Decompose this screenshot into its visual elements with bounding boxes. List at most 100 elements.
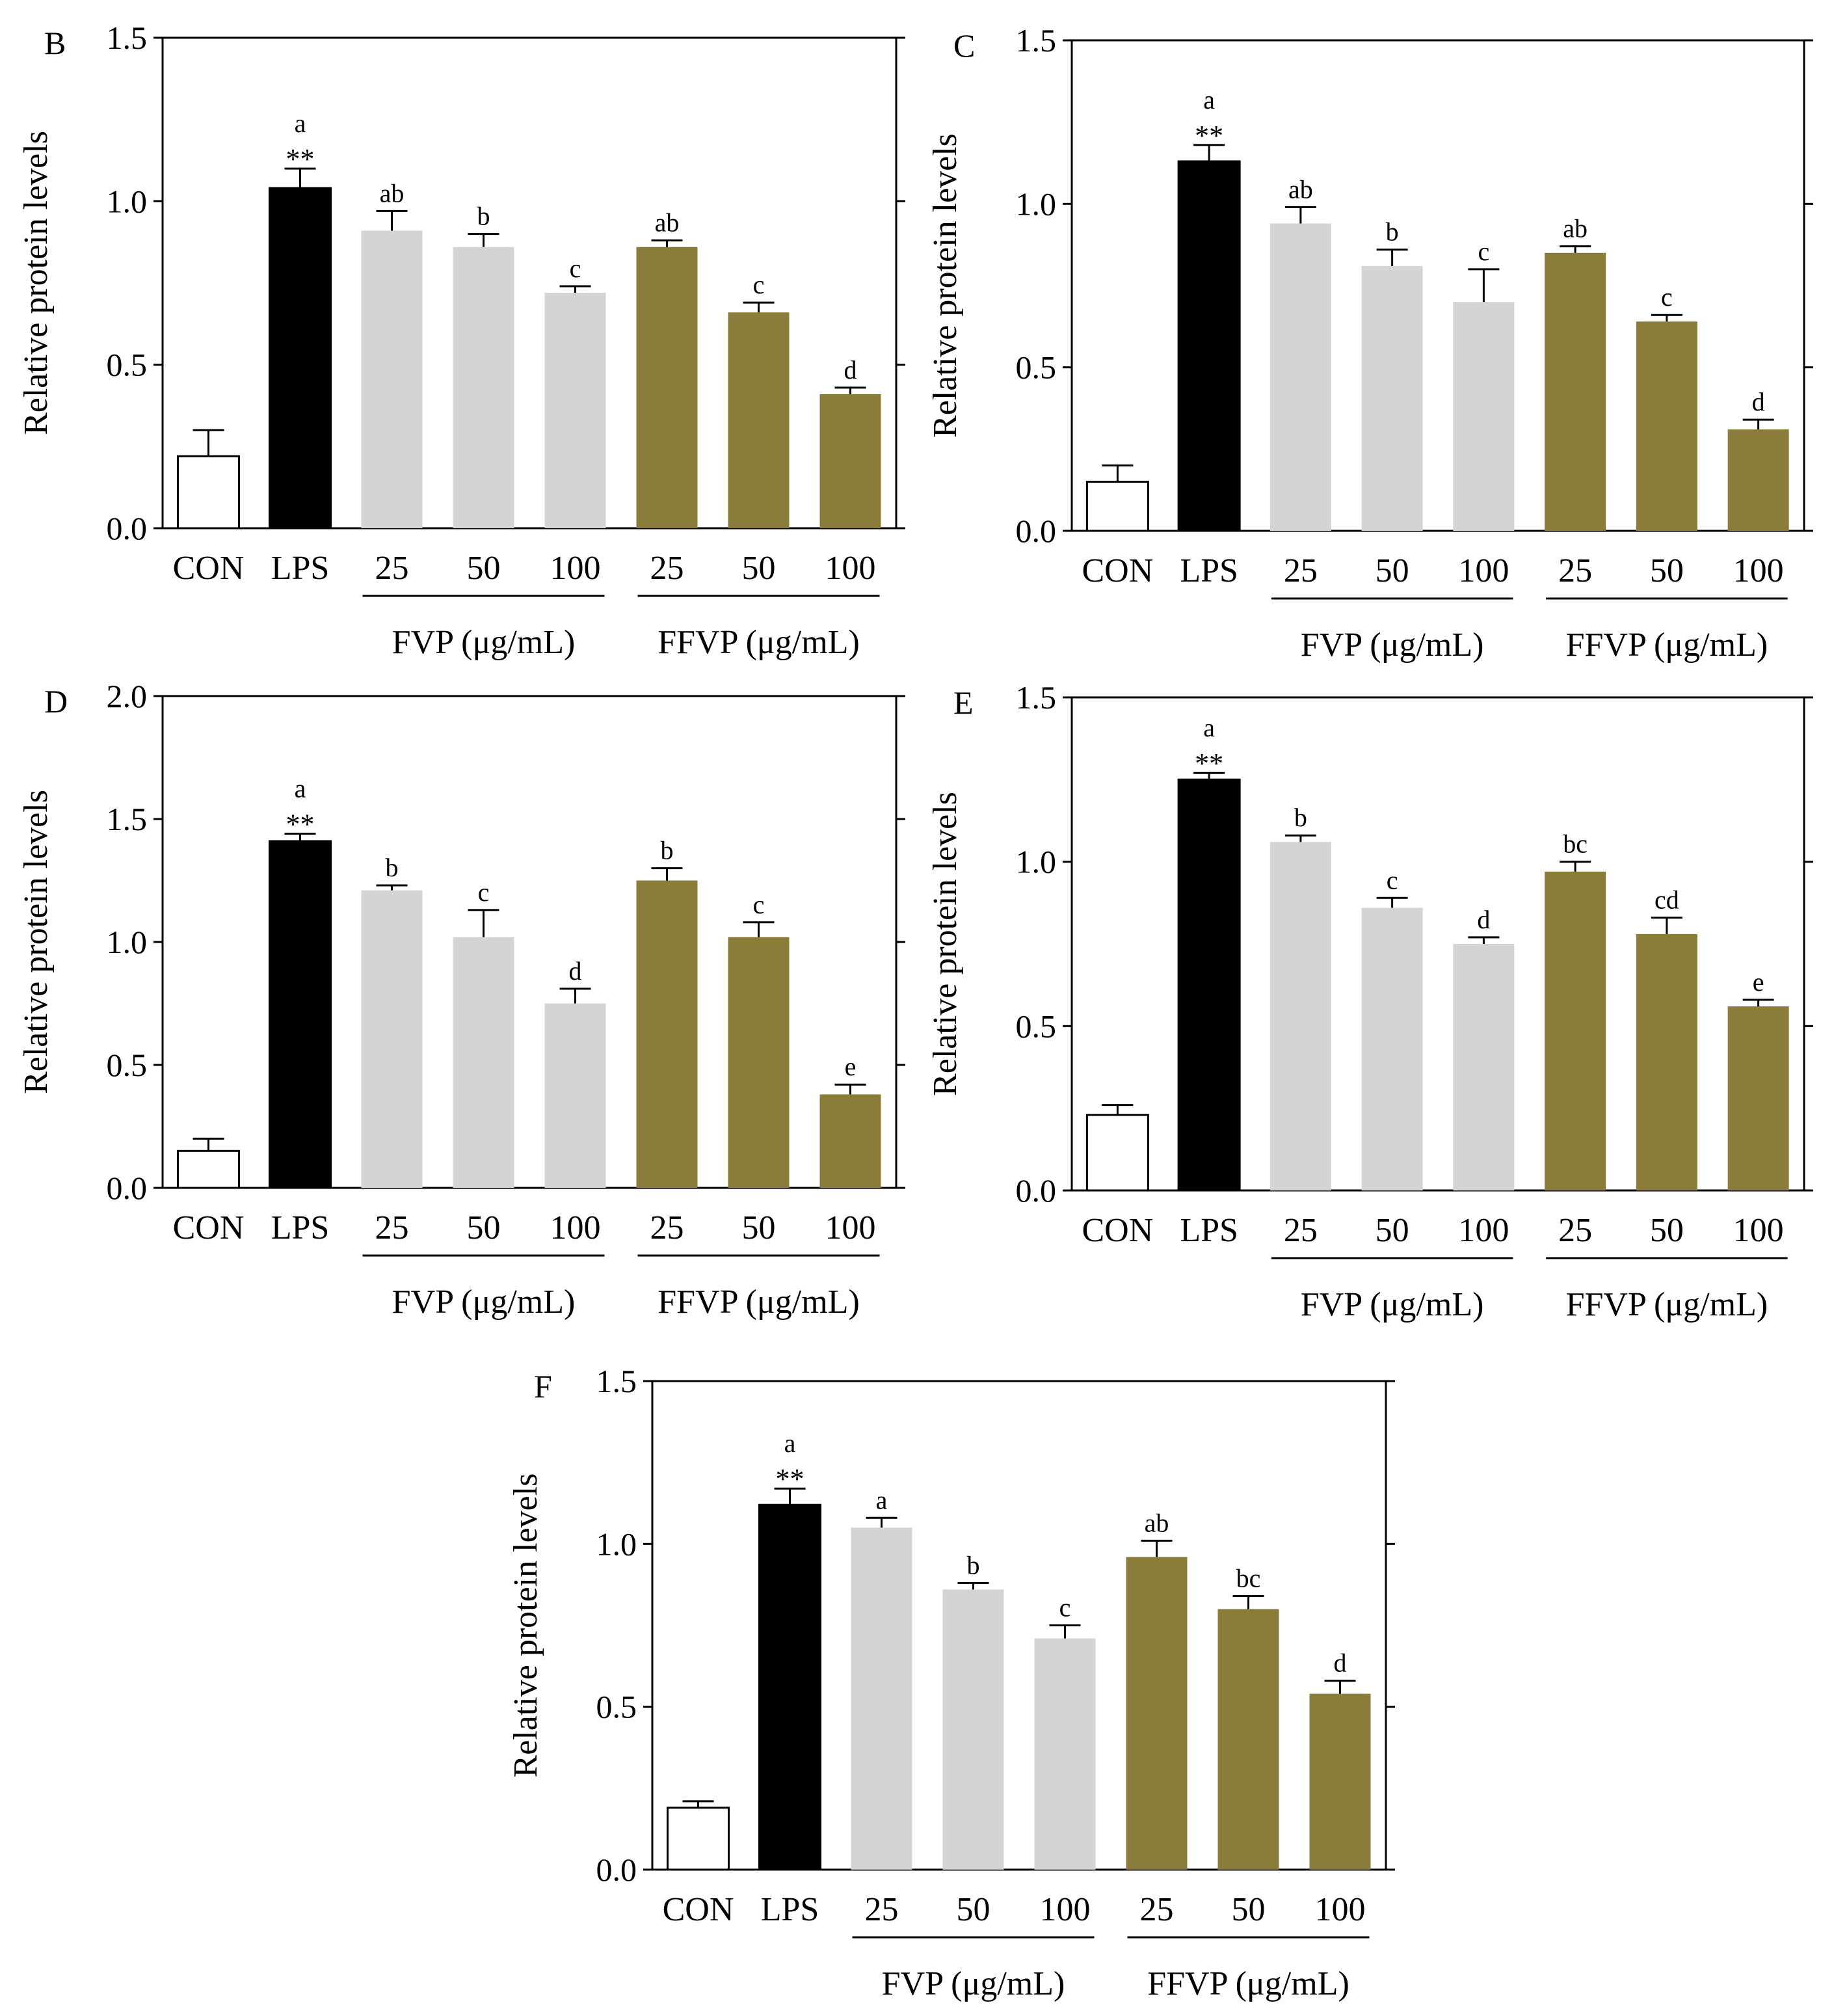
panel-f-sig-letter-7: d [1334,1648,1347,1678]
panel-c-bar-1 [1177,160,1241,532]
panel-f-bar-0 [667,1807,730,1871]
panel-d-bar-3 [453,937,514,1188]
panel-c-sig-letter-6: c [1661,282,1673,312]
panel-e-bar-7 [1727,1006,1789,1190]
panel-b-stars-1: ** [286,143,315,175]
panel-f-xcat-6: 50 [1232,1891,1266,1928]
panel-b-sig-letter-3: b [477,202,490,231]
panel-f-group-label-1: FFVP (μg/mL) [1147,1965,1349,2002]
panel-d-bar-1 [269,840,332,1189]
panel-e-xcat-0: CON [1082,1212,1153,1249]
panel-e-sig-letter-1: a [1203,713,1215,742]
panel-d-letter: D [44,683,68,719]
panel-e-xcat-5: 25 [1558,1212,1592,1249]
panel-b-xcat-2: 25 [375,550,409,587]
panel-f-bar-3 [942,1589,1004,1870]
panel-e-bar-6 [1636,934,1697,1190]
panel-e-ytick-label-0: 0.0 [1016,1172,1057,1209]
panel-b-bar-4 [544,293,606,528]
panel-b-sig-letter-1: a [295,109,306,138]
panel-f-xcat-7: 100 [1315,1891,1366,1928]
panel-b-bar-0 [177,455,240,530]
panel-f-bar-5 [1126,1557,1188,1870]
panel-c-bar-7 [1727,429,1789,531]
panel-b-xcat-1: LPS [271,550,330,587]
panel-e-xcat-1: LPS [1180,1212,1238,1249]
panel-e-sig-letter-4: d [1477,905,1490,934]
panel-f-ytick-label-1: 0.5 [596,1689,637,1725]
panel-d-xcat-3: 50 [467,1209,501,1246]
panel-d-ytick-label-3: 1.5 [107,801,148,837]
panel-f-bar-7 [1309,1693,1371,1870]
panel-c-xcat-7: 100 [1733,552,1784,589]
panel-f-group-label-0: FVP (μg/mL) [882,1965,1065,2002]
panel-d-bar-0 [177,1149,240,1189]
panel-f-xcat-4: 100 [1040,1891,1091,1928]
panel-b-xcat-6: 50 [742,550,776,587]
panel-f-bar-1 [758,1503,821,1871]
panel-d-bar-2 [361,890,423,1188]
panel-e-sig-letter-2: b [1294,803,1307,832]
panel-d-xcat-7: 100 [825,1209,876,1246]
panel-b-xcat-3: 50 [467,550,501,587]
panel-b-ylabel: Relative protein levels [18,131,55,435]
panel-b-xcat-7: 100 [825,550,876,587]
panel-c-ytick-label-0: 0.0 [1016,513,1057,549]
panel-d-sig-letter-4: d [569,956,582,986]
panel-d-bar-6 [728,937,790,1188]
panel-b-ytick-label-2: 1.0 [107,183,148,219]
panel-c-xcat-0: CON [1082,552,1153,589]
panel-c-xcat-1: LPS [1180,552,1238,589]
panel-c-ytick-label-3: 1.5 [1016,22,1057,59]
panel-b-bar-3 [453,247,514,528]
panel-b-sig-letter-6: c [753,270,765,299]
panel-c-ytick-label-2: 1.0 [1016,185,1057,222]
panel-f-sig-letter-2: a [876,1485,888,1514]
panel-e-sig-letter-3: c [1387,865,1398,894]
panel-c-bar-4 [1453,302,1515,531]
panel-e-ylabel: Relative protein levels [927,792,964,1096]
panel-f-sig-letter-3: b [967,1550,980,1579]
panel-e-ytick-label-2: 1.0 [1016,844,1057,880]
panel-e-bar-2 [1269,842,1331,1190]
panel-c-sig-letter-3: b [1386,217,1399,247]
panel-f-xcat-3: 50 [957,1891,990,1928]
panel-d-sig-letter-1: a [295,774,306,803]
panel-f-stars-1: ** [776,1463,804,1495]
panel-c-sig-letter-2: ab [1288,174,1313,204]
panel-e-xcat-4: 100 [1458,1212,1509,1249]
panel-b-letter: B [44,25,66,61]
panel-d-ytick-label-2: 1.0 [107,924,148,960]
panel-c-bar-3 [1361,265,1423,531]
panel-f-sig-letter-6: bc [1236,1563,1261,1593]
panel-f-frame [651,1380,1387,1871]
panel-c-ytick-label-1: 0.5 [1016,349,1057,386]
panel-c-xcat-5: 25 [1558,552,1592,589]
panel-b-ytick-label-0: 0.0 [107,510,148,546]
panel-f-ylabel: Relative protein levels [507,1473,544,1778]
panel-d-group-label-0: FVP (μg/mL) [392,1284,576,1321]
panel-e-group-label-0: FVP (μg/mL) [1301,1286,1484,1323]
panel-c-xcat-2: 25 [1284,552,1318,589]
panel-d-ytick-label-0: 0.0 [107,1170,148,1206]
panel-e-sig-letter-5: bc [1563,829,1588,859]
panel-c-group-label-1: FFVP (μg/mL) [1566,626,1768,664]
panel-d-sig-letter-5: b [661,836,674,865]
panel-e-group-label-1: FFVP (μg/mL) [1566,1286,1768,1323]
panel-b-xcat-5: 25 [650,550,684,587]
panel-e-sig-letter-7: e [1753,967,1764,997]
panel-e-xcat-6: 50 [1650,1212,1684,1249]
panel-d-ytick-label-4: 2.0 [107,678,148,714]
panel-e-stars-1: ** [1195,747,1223,779]
panel-f-ytick-label-2: 1.0 [596,1525,637,1562]
panel-d-xcat-1: LPS [271,1209,330,1246]
panel-c-ylabel: Relative protein levels [927,133,964,438]
panel-e-xcat-7: 100 [1733,1212,1784,1249]
panel-e-bar-0 [1085,1114,1149,1192]
panel-c-sig-letter-5: ab [1563,214,1588,243]
panel-e-frame [1070,696,1805,1192]
panel-c-letter: C [953,27,975,64]
panel-c-sig-letter-7: d [1752,387,1765,416]
panel-d-bar-5 [636,880,698,1188]
